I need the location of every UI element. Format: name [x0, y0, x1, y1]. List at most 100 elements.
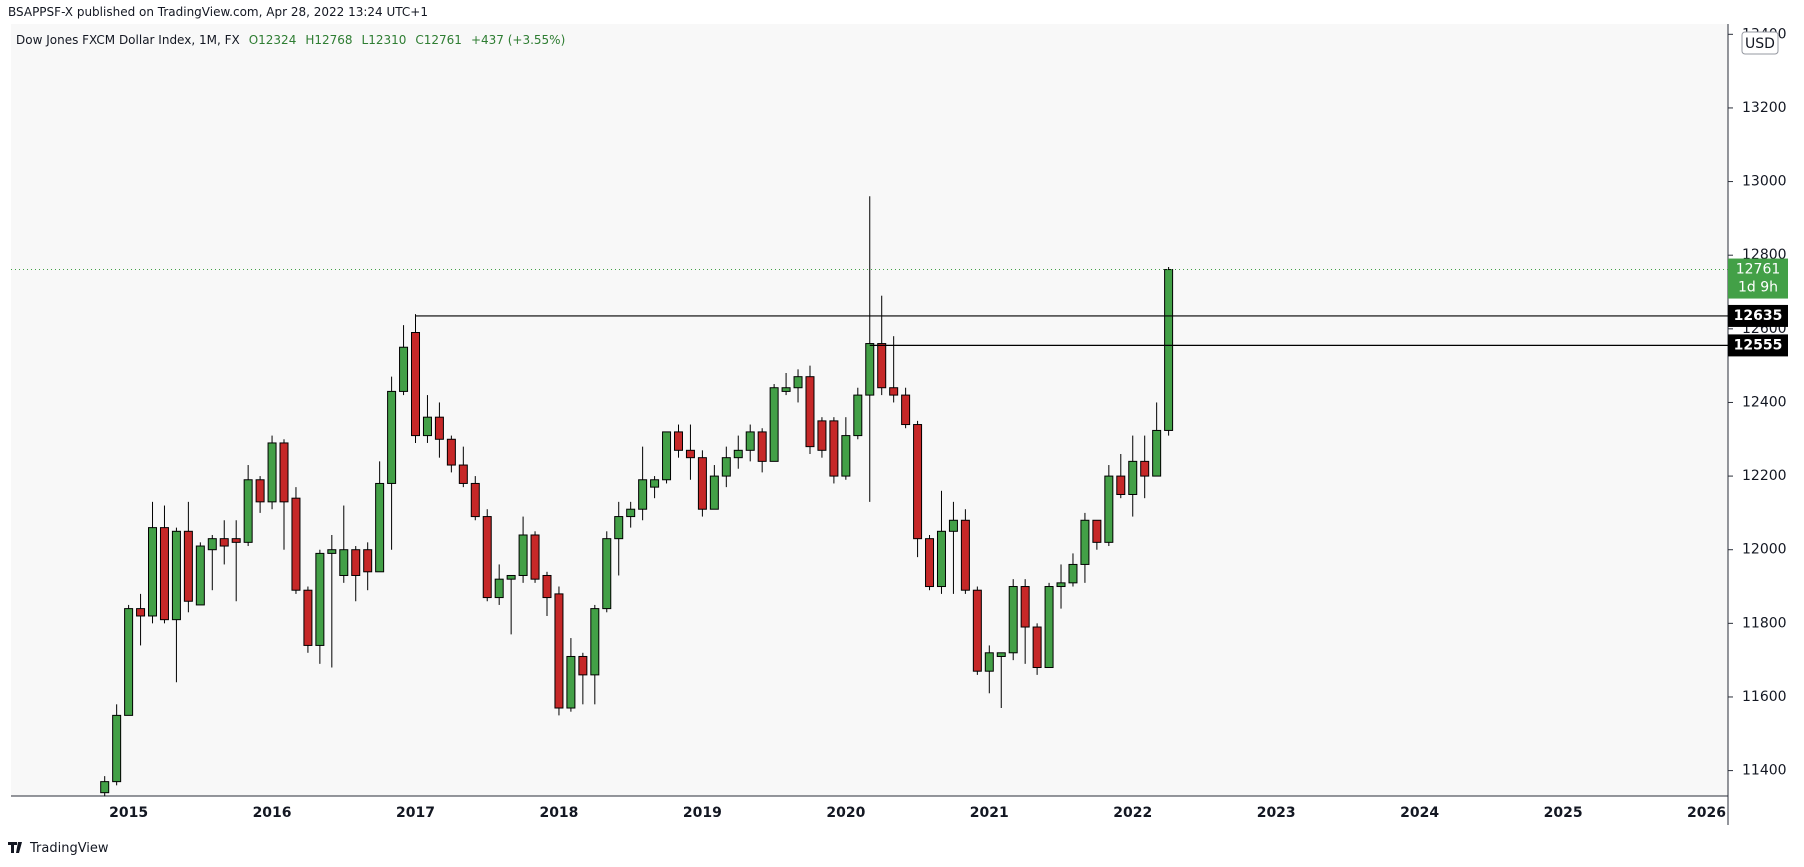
level-label-box	[1728, 334, 1788, 357]
candle-body	[901, 394, 911, 426]
candle-body	[1020, 586, 1030, 628]
candle-body	[650, 479, 660, 488]
x-tick-label: 2026	[1687, 805, 1726, 821]
y-tick-label: 13200	[1742, 100, 1787, 116]
legend-low: L12310	[361, 33, 407, 47]
countdown-label: 1d 9h	[1738, 280, 1778, 296]
candle-body	[1164, 269, 1174, 431]
candle-body	[124, 608, 134, 716]
legend-high: H12768	[305, 33, 353, 47]
x-tick-label: 2015	[109, 805, 148, 821]
candle-body	[602, 538, 612, 610]
candle-body	[530, 534, 540, 580]
candle-body	[446, 438, 456, 466]
x-tick-label: 2021	[970, 805, 1009, 821]
candle-body	[291, 497, 301, 591]
candle-body	[207, 538, 217, 551]
x-tick-label: 2020	[826, 805, 865, 821]
currency-box	[1741, 31, 1779, 55]
candle-body	[626, 508, 636, 518]
candle-body	[709, 475, 719, 510]
candle-body	[972, 589, 982, 672]
y-tick-label: 13000	[1742, 174, 1787, 190]
last-price-box	[1728, 258, 1788, 299]
candle-body	[877, 343, 887, 389]
candle-body	[183, 530, 193, 602]
candle-body	[865, 343, 875, 396]
candle-body	[745, 431, 755, 451]
candle-body	[148, 527, 158, 617]
candle-body	[303, 589, 313, 646]
level-label-box	[1728, 304, 1788, 327]
candle-body	[339, 549, 349, 576]
candle-body	[112, 714, 122, 783]
candle-body	[614, 516, 624, 540]
candle-body	[1092, 519, 1102, 543]
publisher: BSAPPSF-X published on TradingView.com, …	[8, 5, 428, 19]
candle-body	[279, 442, 289, 503]
candle-body	[1056, 582, 1066, 588]
candle-body	[996, 652, 1006, 657]
last-price-label: 12761	[1736, 262, 1781, 278]
y-tick-label: 11400	[1742, 763, 1787, 779]
candle-body	[793, 376, 803, 389]
candle-body	[482, 516, 492, 599]
candle-body	[590, 608, 600, 676]
legend-title: Dow Jones FXCM Dollar Index, 1M, FX	[16, 33, 240, 47]
currency: USD	[1745, 36, 1775, 52]
candle-body	[662, 431, 672, 481]
price-labels: 12635 12555 12761 1d 9h	[11, 258, 1788, 357]
y-tick-label: 11800	[1742, 615, 1787, 631]
candle-body	[1080, 519, 1090, 565]
candle-body	[925, 538, 935, 588]
candle-body	[1008, 586, 1018, 654]
candle-body	[1116, 475, 1126, 495]
candle-body	[267, 442, 277, 503]
candle-body	[219, 538, 229, 547]
brand: TradingView	[30, 841, 109, 856]
candle-body	[685, 449, 695, 459]
candle-body	[506, 574, 516, 580]
x-tick-label: 2025	[1544, 805, 1583, 821]
candle-body	[769, 387, 779, 462]
candle-body	[159, 527, 169, 621]
candle-body	[1140, 460, 1150, 477]
legend: Dow Jones FXCM Dollar Index, 1M, FX O123…	[16, 33, 565, 47]
candle-body	[231, 538, 241, 543]
candle-body	[1068, 563, 1078, 584]
candle-body	[829, 420, 839, 477]
legend-close: C12761	[415, 33, 462, 47]
candle-body	[399, 346, 409, 392]
candle-body	[387, 390, 397, 484]
level-label: 12555	[1734, 337, 1783, 353]
candle-body	[375, 482, 385, 573]
candle-body	[1128, 460, 1138, 495]
candle-body	[853, 394, 863, 437]
candle-body	[673, 431, 683, 451]
candle-body	[458, 464, 468, 484]
candle-body	[948, 519, 958, 532]
candle-body	[733, 449, 743, 459]
candle-body	[841, 435, 851, 477]
legend-change: +437 (+3.55%)	[470, 33, 566, 47]
brand-logo	[8, 842, 22, 853]
y-tick-label: 12400	[1742, 394, 1787, 410]
candle-body	[434, 416, 444, 440]
candle-body	[136, 608, 146, 617]
candle-body	[721, 457, 731, 477]
x-tick-label: 2016	[253, 805, 292, 821]
candle-body	[697, 457, 707, 510]
x-tick-label: 2018	[539, 805, 578, 821]
y-tick-label: 11600	[1742, 689, 1787, 705]
candle-body	[351, 549, 361, 576]
candle-body	[255, 479, 265, 503]
x-tick-label: 2019	[683, 805, 722, 821]
x-tick-label: 2023	[1257, 805, 1296, 821]
candle-body	[363, 549, 373, 573]
candle-body	[913, 424, 923, 540]
candle-body	[243, 479, 253, 543]
candle-body	[1032, 626, 1042, 669]
candle-body	[566, 655, 576, 709]
